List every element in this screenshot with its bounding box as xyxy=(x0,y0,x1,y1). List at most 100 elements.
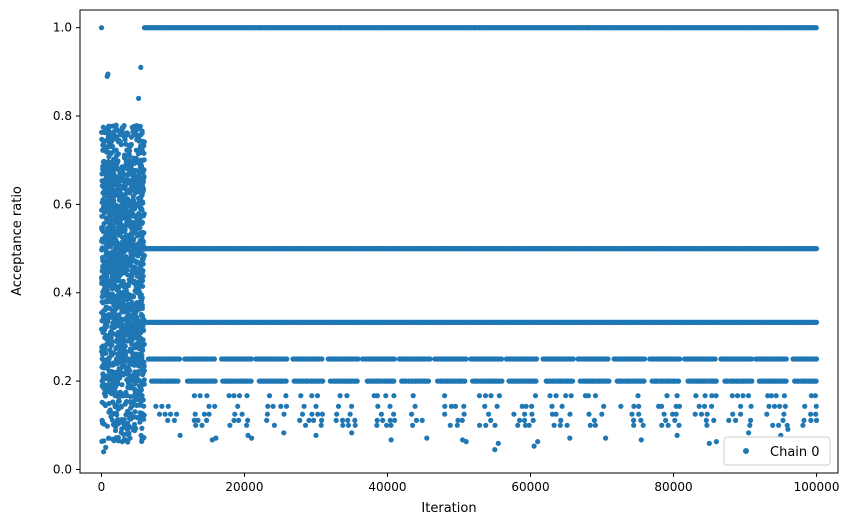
level-point xyxy=(159,403,165,409)
y-tick-label: 0.0 xyxy=(53,462,72,476)
level-point xyxy=(283,403,290,409)
level-point xyxy=(676,378,682,384)
low-tail-point xyxy=(249,435,255,441)
burn-in-point xyxy=(104,423,110,429)
level-point xyxy=(427,356,433,362)
low-tail-point xyxy=(463,439,469,445)
y-tick-label: 0.4 xyxy=(53,286,72,300)
level-point xyxy=(496,393,502,399)
burn-in-point xyxy=(116,197,122,203)
level-point xyxy=(313,403,319,409)
level-point xyxy=(635,393,641,399)
burn-in-point xyxy=(138,387,144,393)
burn-in-point xyxy=(126,311,132,318)
burn-in-point xyxy=(104,208,110,214)
burn-in-point xyxy=(141,211,147,217)
burn-in-point xyxy=(137,360,143,367)
level-point xyxy=(764,411,770,417)
burn-in-point xyxy=(99,309,105,315)
burn-in-point xyxy=(123,247,129,253)
level-point xyxy=(677,356,683,362)
level-point xyxy=(771,403,778,409)
level-point xyxy=(167,411,174,417)
level-point xyxy=(808,417,814,423)
burn-in-point xyxy=(104,174,110,180)
burn-in-point xyxy=(141,157,147,163)
burn-in-point xyxy=(114,187,120,193)
burn-in-point xyxy=(116,312,122,318)
burn-in-point xyxy=(114,180,120,186)
burn-in-point xyxy=(108,268,114,274)
burn-in-point xyxy=(100,329,106,335)
level-point xyxy=(704,411,710,417)
level-point xyxy=(311,417,317,423)
burn-in-point xyxy=(113,320,119,326)
level-point xyxy=(547,393,553,399)
level-point xyxy=(592,393,599,399)
burn-in-point xyxy=(118,322,124,328)
level-point xyxy=(206,411,212,417)
burn-in-point xyxy=(135,125,142,131)
burn-in-point xyxy=(102,324,108,330)
level-point xyxy=(165,403,171,409)
level-point xyxy=(455,417,461,423)
level-point xyxy=(419,417,425,423)
level-point xyxy=(193,422,199,428)
level-point xyxy=(248,378,254,384)
level-point xyxy=(334,411,340,417)
burn-in-point xyxy=(109,189,115,195)
level-point xyxy=(713,378,719,384)
burn-in-point xyxy=(135,377,141,383)
burn-in-point xyxy=(131,278,137,284)
burn-in-point xyxy=(134,179,140,185)
legend: Chain 0 xyxy=(723,436,831,466)
level-point xyxy=(483,422,489,428)
burn-in-point xyxy=(105,241,111,247)
level-point xyxy=(271,422,277,428)
burn-in-point xyxy=(106,409,112,415)
x-axis-ticks: 0 20000 40000 60000 80000 100000 xyxy=(98,473,839,494)
level-point xyxy=(745,393,752,399)
level-point xyxy=(733,417,739,423)
level-point xyxy=(606,378,612,384)
level-point xyxy=(783,378,789,384)
level-point xyxy=(306,417,312,423)
burn-in-point xyxy=(111,350,117,356)
level-point xyxy=(529,411,535,417)
low-tail-point xyxy=(706,440,712,446)
level-point xyxy=(452,403,459,409)
burn-in-point xyxy=(115,222,122,229)
burn-in-point xyxy=(125,166,131,172)
burn-in-point xyxy=(126,415,132,421)
burn-in-point xyxy=(99,254,106,261)
burn-in-point xyxy=(99,399,105,405)
burn-in-point xyxy=(104,287,110,293)
level-point xyxy=(333,417,339,423)
burn-in-point xyxy=(101,438,107,444)
burn-in-point xyxy=(121,290,127,296)
burn-in-point xyxy=(126,148,133,154)
burn-in-point xyxy=(115,434,121,441)
burn-in-point xyxy=(115,417,121,423)
burn-in-point xyxy=(128,349,135,355)
level-point xyxy=(245,417,251,423)
burn-in-point xyxy=(111,129,117,135)
burn-in-point xyxy=(99,136,105,142)
level-point xyxy=(345,422,352,428)
level-point xyxy=(748,403,754,409)
level-point xyxy=(355,356,361,362)
burn-in-point xyxy=(129,300,135,306)
low-tail-point xyxy=(567,435,573,441)
burn-in-point xyxy=(138,311,144,318)
legend-box xyxy=(723,436,831,466)
level-point xyxy=(391,378,397,384)
level-point xyxy=(730,411,736,417)
level-point xyxy=(337,393,343,399)
level-point xyxy=(813,246,820,252)
burn-in-point xyxy=(132,258,138,264)
level-point xyxy=(605,356,611,362)
burn-in-point xyxy=(138,138,144,144)
level-point xyxy=(462,378,468,384)
burn-in-point xyxy=(114,251,120,257)
